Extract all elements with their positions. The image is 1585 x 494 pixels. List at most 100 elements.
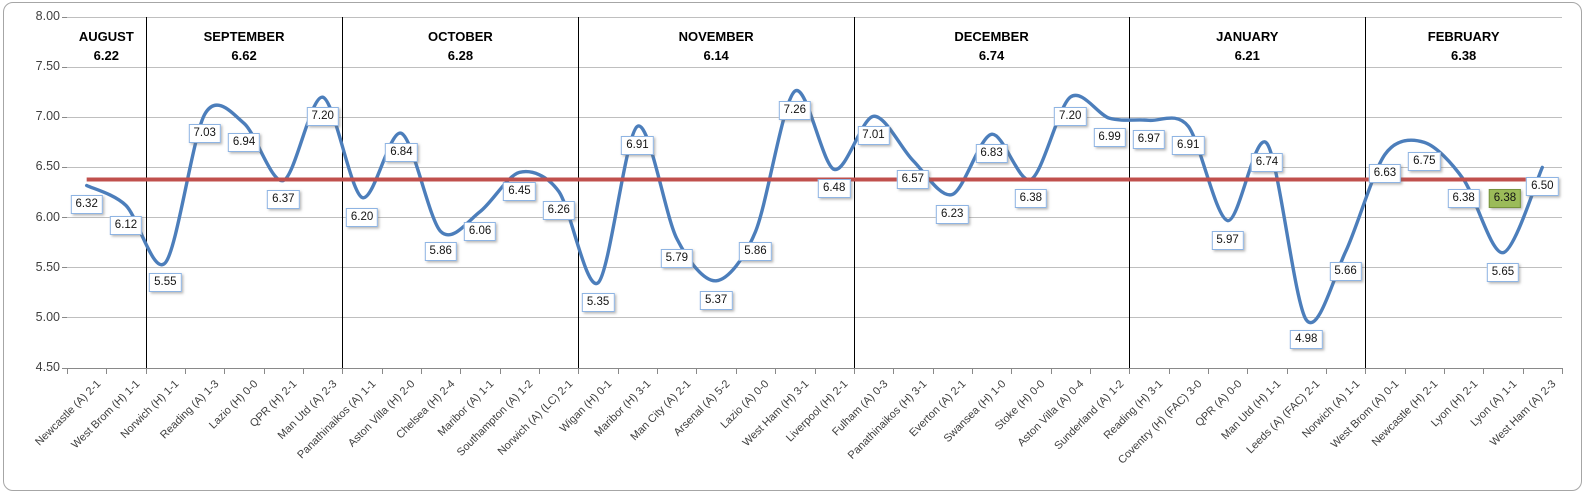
month-average: 6.28: [447, 48, 474, 63]
data-label: 6.48: [817, 179, 851, 199]
y-axis-label: 6.00: [35, 209, 60, 224]
data-label: 7.20: [306, 107, 339, 127]
y-axis-label: 7.00: [35, 109, 60, 124]
month-name: NOVEMBER: [678, 29, 754, 44]
x-axis-tick: [1168, 368, 1170, 374]
data-label: 6.57: [896, 170, 930, 190]
x-axis-tick: [381, 368, 383, 374]
data-label: 6.94: [227, 133, 261, 153]
data-label: 4.98: [1290, 329, 1323, 349]
y-axis-tick: [62, 116, 67, 118]
x-axis-tick: [775, 368, 777, 374]
data-label: 5.55: [149, 272, 182, 292]
x-axis-tick: [1011, 368, 1013, 374]
month-header: OCTOBER 6.28: [428, 27, 493, 65]
data-label: 6.26: [542, 201, 575, 221]
y-gridline: [67, 166, 1562, 168]
month-average: 6.22: [93, 48, 119, 63]
x-axis-tick: [1089, 368, 1091, 374]
x-axis-tick: [185, 368, 187, 374]
x-axis-tick: [421, 368, 423, 374]
data-label: 6.63: [1368, 164, 1402, 184]
month-divider: [145, 17, 147, 368]
data-label: 5.35: [581, 292, 615, 312]
data-label: 7.26: [778, 101, 812, 121]
y-gridline: [67, 66, 1562, 68]
x-axis-tick: [1404, 368, 1406, 374]
y-axis-label: 4.50: [35, 360, 60, 374]
y-gridline: [67, 267, 1562, 269]
x-axis-tick: [1483, 368, 1485, 374]
x-axis-tick: [1325, 368, 1327, 374]
month-header: NOVEMBER 6.14: [679, 27, 754, 65]
month-divider: [1365, 17, 1367, 368]
x-axis-tick: [617, 368, 619, 374]
data-label: 5.37: [699, 290, 733, 310]
month-average: 6.38: [1450, 48, 1477, 63]
x-axis-tick: [1129, 368, 1131, 374]
month-average: 6.14: [703, 48, 729, 63]
data-label: 6.06: [463, 221, 497, 241]
y-axis-tick: [62, 267, 67, 269]
x-axis-tick: [460, 368, 462, 374]
month-divider: [578, 17, 580, 368]
x-axis-tick: [578, 368, 580, 374]
x-axis-tick: [971, 368, 973, 374]
x-axis-tick: [263, 368, 265, 374]
data-label: 6.45: [503, 182, 536, 202]
x-axis-tick: [224, 368, 226, 374]
data-label: 6.32: [70, 195, 103, 215]
data-label: 6.91: [1172, 136, 1205, 156]
month-name: AUGUST: [78, 29, 134, 44]
y-axis-tick: [62, 317, 67, 319]
data-label: 6.38: [1014, 189, 1048, 209]
data-label: 6.84: [385, 143, 418, 163]
y-axis-tick: [62, 217, 67, 219]
rating-series-line: [85, 89, 1544, 325]
y-axis-tick: [62, 16, 67, 18]
data-label: 5.86: [424, 241, 457, 261]
x-axis-tick: [814, 368, 816, 374]
month-divider: [342, 17, 344, 368]
x-axis-tick: [1443, 368, 1445, 374]
month-header: DECEMBER 6.74: [954, 27, 1028, 65]
y-axis-label: 8.00: [35, 9, 60, 23]
chart-area-border: [3, 2, 1582, 491]
x-axis-tick: [342, 368, 344, 374]
data-label: 7.01: [857, 126, 890, 146]
data-label: 6.97: [1132, 130, 1166, 150]
month-name: FEBRUARY: [1427, 29, 1500, 44]
x-axis-tick: [1365, 368, 1367, 374]
x-axis-tick: [1286, 368, 1288, 374]
x-axis-tick: [499, 368, 501, 374]
data-label: 7.03: [188, 124, 221, 144]
month-header: SEPTEMBER 6.62: [204, 27, 285, 65]
data-label: 6.12: [109, 215, 143, 235]
x-axis-tick: [67, 368, 68, 374]
x-axis-tick: [303, 368, 305, 374]
x-axis-tick: [893, 368, 895, 374]
data-label: 6.99: [1093, 128, 1126, 148]
x-axis-tick: [1207, 368, 1209, 374]
y-gridline: [67, 317, 1562, 319]
month-divider: [853, 17, 855, 368]
y-axis-label: 5.50: [35, 259, 60, 274]
data-label: 6.50: [1526, 177, 1559, 197]
y-gridline: [67, 116, 1562, 118]
data-label: 6.75: [1408, 152, 1441, 172]
x-axis-tick: [735, 368, 737, 374]
data-label: 5.97: [1211, 230, 1244, 250]
month-average: 6.21: [1234, 48, 1260, 63]
month-name: SEPTEMBER: [203, 29, 285, 44]
x-axis-tick: [932, 368, 934, 374]
x-axis-tick: [657, 368, 659, 374]
data-label: 5.86: [739, 241, 772, 261]
data-label: 5.79: [660, 248, 693, 268]
data-label: 5.66: [1329, 261, 1362, 281]
x-axis-tick: [1522, 368, 1524, 374]
month-divider: [1129, 17, 1131, 368]
y-axis-tick: [62, 367, 67, 369]
x-axis-tick: [1562, 368, 1563, 374]
